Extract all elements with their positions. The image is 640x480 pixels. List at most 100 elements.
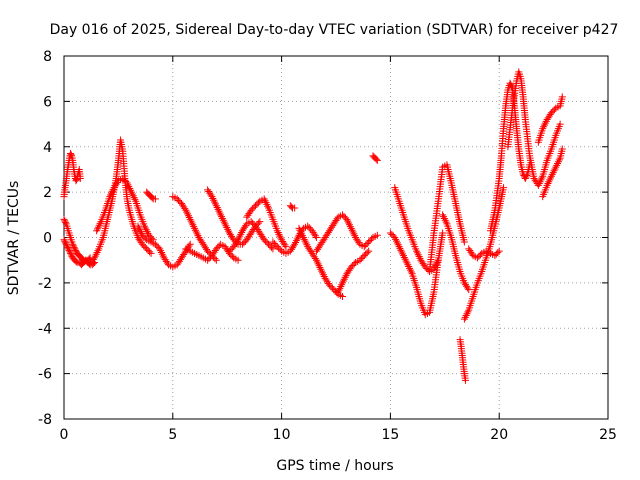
data-point: [350, 260, 358, 268]
data-point: [131, 195, 139, 203]
data-point: [183, 208, 191, 216]
data-point: [338, 281, 346, 289]
data-point: [207, 191, 215, 199]
data-point: [228, 252, 236, 260]
data-point: [267, 243, 275, 251]
data-point: [297, 228, 305, 236]
data-point: [491, 252, 499, 260]
data-point: [61, 237, 69, 245]
data-point: [143, 245, 151, 253]
data-point: [359, 253, 367, 261]
data-point: [209, 194, 217, 202]
data-point: [291, 240, 299, 248]
data-point: [404, 261, 412, 269]
data-point: [218, 214, 226, 222]
y-axis-label: SDTVAR / TECUs: [6, 181, 22, 296]
data-point: [151, 195, 159, 203]
x-tick-label: 25: [599, 427, 617, 443]
data-point: [67, 151, 75, 159]
data-point: [540, 123, 548, 131]
data-point: [72, 246, 80, 254]
data-point: [270, 240, 278, 248]
data-point: [210, 196, 218, 204]
data-point: [328, 284, 336, 292]
data-point: [423, 265, 431, 273]
data-point: [550, 106, 558, 114]
data-point: [460, 238, 468, 246]
data-point: [312, 234, 320, 241]
data-point: [205, 255, 213, 263]
data-point: [507, 81, 515, 89]
series-arc-20: [386, 229, 447, 319]
data-point: [250, 203, 258, 211]
data-point: [407, 268, 415, 276]
data-point: [223, 224, 231, 232]
data-point: [298, 230, 306, 238]
data-point: [523, 171, 531, 179]
data-point: [464, 284, 472, 292]
data-point: [119, 175, 127, 183]
data-point: [185, 214, 193, 222]
data-point: [262, 237, 270, 245]
data-point: [222, 222, 230, 230]
data-point: [63, 242, 71, 250]
data-point: [151, 240, 159, 248]
data-point: [393, 239, 401, 247]
data-point: [397, 246, 405, 254]
data-point: [363, 240, 371, 248]
data-point: [302, 239, 310, 247]
data-point: [60, 215, 68, 223]
data-point: [340, 275, 348, 283]
data-point: [158, 250, 166, 258]
data-point: [62, 240, 70, 248]
data-point: [156, 245, 164, 253]
data-point: [355, 239, 363, 247]
data-point: [273, 227, 281, 235]
y-tick-label: 6: [43, 94, 52, 110]
data-point: [345, 221, 353, 229]
data-point: [291, 204, 299, 212]
data-point: [66, 248, 74, 256]
series-arc-21: [426, 161, 468, 276]
data-point: [140, 242, 148, 250]
data-point: [537, 176, 545, 184]
data-point: [476, 251, 484, 259]
data-point: [293, 235, 301, 243]
data-point: [292, 237, 300, 245]
data-point: [360, 252, 368, 260]
series-arc-26: [486, 79, 534, 235]
data-point: [185, 242, 193, 250]
data-point: [249, 219, 257, 227]
data-point: [93, 227, 101, 235]
data-point: [109, 185, 117, 193]
data-point: [153, 242, 161, 250]
data-point: [76, 175, 84, 183]
data-point: [189, 221, 197, 229]
data-point: [439, 211, 447, 219]
data-point: [544, 180, 552, 188]
data-point: [235, 234, 243, 242]
data-point: [339, 279, 347, 287]
data-point: [188, 219, 196, 227]
data-point: [552, 163, 560, 171]
data-point: [175, 196, 183, 204]
series-arc-1: [60, 150, 84, 201]
series-arc-14: [286, 202, 299, 212]
data-point: [547, 109, 555, 117]
data-point: [124, 181, 132, 189]
data-point: [298, 232, 306, 240]
series-arc-24: [460, 184, 508, 323]
grid-lines: [64, 56, 608, 419]
data-point: [107, 191, 115, 199]
series-arc-23: [456, 336, 469, 384]
series-arc-3: [60, 236, 98, 269]
data-point: [398, 248, 406, 256]
data-point: [193, 230, 201, 238]
data-point: [545, 178, 553, 186]
data-point: [439, 229, 447, 237]
data-point: [316, 263, 324, 271]
data-point: [546, 176, 554, 184]
data-point: [127, 186, 135, 194]
data-point: [551, 165, 559, 173]
data-point: [414, 251, 422, 259]
